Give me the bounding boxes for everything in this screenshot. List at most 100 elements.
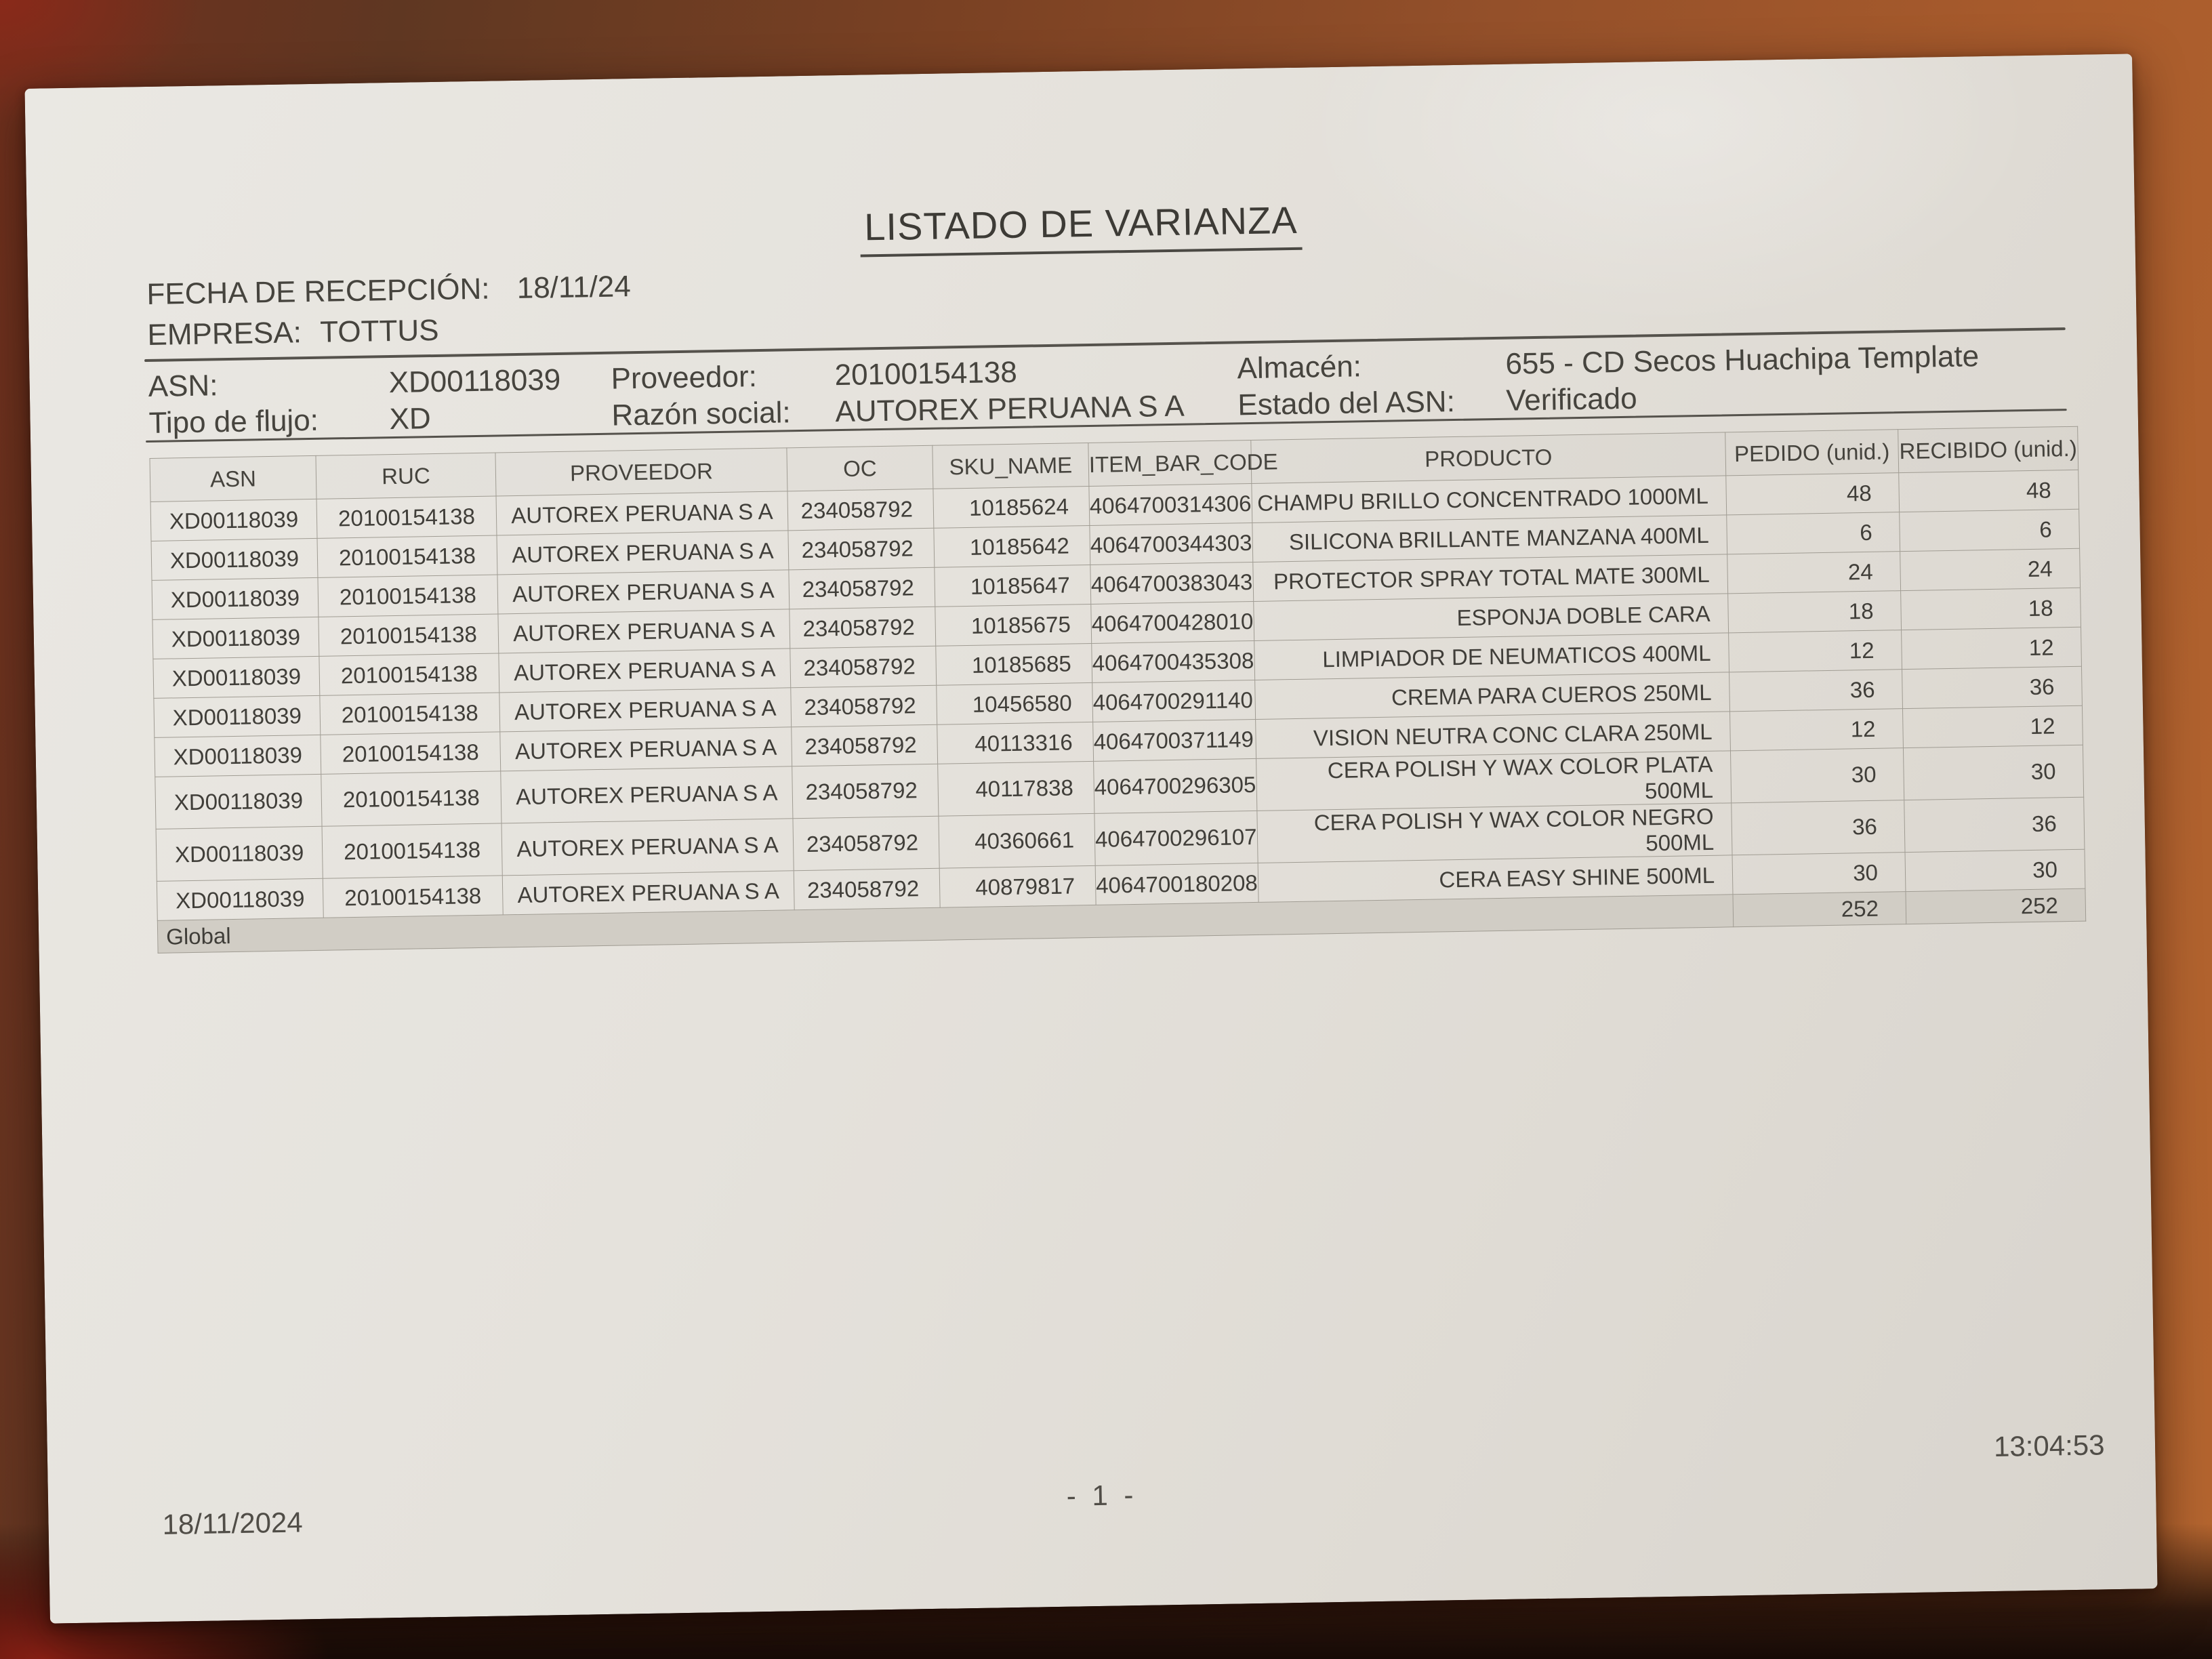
asn-cell: XD00118039 [152,617,319,659]
razon-social-label: Razón social: [611,396,792,432]
recibido-cell: 30 [1904,849,2085,892]
asn-label: ASN: [148,369,218,403]
sku-name-cell: 10185685 [935,643,1092,686]
proveedor-cell: AUTOREX PERUANA S A [500,766,793,823]
recibido-cell: 6 [1899,509,2080,552]
ruc-cell: 20100154138 [320,731,501,775]
table-body: XD00118039 20100154138 AUTOREX PERUANA S A… [150,470,2085,921]
tipo-flujo-value: XD [389,402,432,436]
footer-page-number: - 1 - [1066,1479,1138,1512]
asn-cell: XD00118039 [157,878,324,921]
sku-name-cell: 10456580 [936,682,1093,725]
oc-cell: 234058792 [792,764,939,819]
sku-name-cell: 10185675 [935,604,1092,647]
item-bar-code-cell: 4064700296305 [1093,758,1257,814]
pedido-cell: 24 [1727,551,1901,594]
asn-cell: XD00118039 [151,538,318,581]
oc-cell: 234058792 [787,489,934,531]
paper-document: LISTADO DE VARIANZA FECHA DE RECEPCIÓN: … [24,54,2158,1624]
pedido-cell: 30 [1730,747,1904,803]
asn-cell: XD00118039 [153,695,321,738]
company-value: TOTTUS [319,313,439,349]
item-bar-code-cell: 4064700428010 [1090,601,1254,644]
column-header-ruc: RUC [315,452,496,499]
pedido-cell: 48 [1725,472,1900,515]
column-header-pedido: PEDIDO (unid.) [1725,429,1899,476]
producto-cell: CERA POLISH Y WAX COLOR NEGRO 500ML [1256,802,1733,863]
almacen-value: 655 - CD Secos Huachipa Template [1505,340,1980,381]
item-bar-code-cell: 4064700296107 [1094,811,1258,866]
recibido-cell: 30 [1903,745,2084,800]
razon-social-value: AUTOREX PERUANA S A [835,389,1185,429]
proveedor-label: Proveedor: [611,360,758,396]
ruc-cell: 20100154138 [316,495,497,539]
total-pedido: 252 [1732,891,1906,927]
pedido-cell: 30 [1732,852,1906,895]
column-header-oc: OC [786,445,933,491]
item-bar-code-cell: 4064700291140 [1092,680,1256,722]
column-header-asn: ASN [150,455,317,502]
asn-cell: XD00118039 [150,499,317,541]
ruc-cell: 20100154138 [318,613,499,657]
ruc-cell: 20100154138 [317,574,498,617]
proveedor-cell: AUTOREX PERUANA S A [496,530,789,575]
oc-cell: 234058792 [788,567,935,609]
column-header-producto: PRODUCTO [1250,432,1726,484]
estado-asn-value: Verificado [1505,382,1637,417]
item-bar-code-cell: 4064700344303 [1089,523,1253,565]
item-bar-code-cell: 4064700383043 [1090,562,1254,605]
reception-date-label: FECHA DE RECEPCIÓN: [146,272,490,311]
sku-name-cell: 10185642 [933,525,1090,568]
oc-cell: 234058792 [789,607,936,649]
item-bar-code-cell: 4064700314306 [1088,483,1252,526]
column-header-recibido: RECIBIDO (unid.) [1898,426,2078,473]
item-bar-code-cell: 4064700371149 [1092,719,1256,762]
proveedor-cell: AUTOREX PERUANA S A [499,687,792,732]
pedido-cell: 12 [1728,630,1902,672]
reception-date-value: 18/11/24 [516,270,632,305]
variance-table: ASN RUC PROVEEDOR OC SKU_NAME ITEM_BAR_CODE PR… [149,426,2086,954]
recibido-cell: 12 [1902,705,2083,748]
item-bar-code-cell: 4064700180208 [1095,863,1259,905]
oc-cell: 234058792 [791,724,938,766]
pedido-cell: 12 [1729,708,1904,751]
proveedor-cell: AUTOREX PERUANA S A [497,569,790,614]
oc-cell: 234058792 [787,528,935,570]
oc-cell: 234058792 [790,646,937,688]
pedido-cell: 18 [1727,590,1902,633]
sku-name-cell: 40113316 [937,722,1094,764]
proveedor-cell: AUTOREX PERUANA S A [498,648,791,693]
asn-value: XD00118039 [388,363,561,400]
asn-cell: XD00118039 [151,577,319,620]
company-line: EMPRESA: TOTTUS [147,314,439,352]
oc-cell: 234058792 [794,868,941,910]
column-header-proveedor: PROVEEDOR [495,447,787,496]
ruc-cell: 20100154138 [321,771,502,827]
asn-cell: XD00118039 [156,826,323,882]
producto-cell: CERA POLISH Y WAX COLOR PLATA 500ML [1256,750,1732,811]
pedido-cell: 6 [1726,512,1900,554]
proveedor-value: 20100154138 [834,355,1018,392]
page-title: LISTADO DE VARIANZA [859,197,1303,258]
footer-time: 13:04:53 [1993,1429,2105,1463]
ruc-cell: 20100154138 [323,875,504,918]
sku-name-cell: 40879817 [939,865,1097,908]
sku-name-cell: 40117838 [937,761,1094,817]
oc-cell: 234058792 [790,685,937,727]
pedido-cell: 36 [1731,800,1905,855]
ruc-cell: 20100154138 [319,692,500,735]
oc-cell: 234058792 [792,816,940,871]
item-bar-code-cell: 4064700435308 [1091,640,1255,683]
asn-cell: XD00118039 [152,656,320,699]
ruc-cell: 20100154138 [316,535,497,578]
recibido-cell: 24 [1900,548,2081,591]
recibido-cell: 36 [1904,797,2085,853]
recibido-cell: 48 [1898,470,2079,512]
recibido-cell: 12 [1901,627,2082,670]
proveedor-cell: AUTOREX PERUANA S A [499,726,792,771]
title-row: LISTADO DE VARIANZA [27,184,2135,271]
proveedor-cell: AUTOREX PERUANA S A [501,818,794,876]
almacen-label: Almacén: [1237,350,1362,386]
column-header-sku-name: SKU_NAME [932,443,1089,489]
ruc-cell: 20100154138 [322,823,503,879]
